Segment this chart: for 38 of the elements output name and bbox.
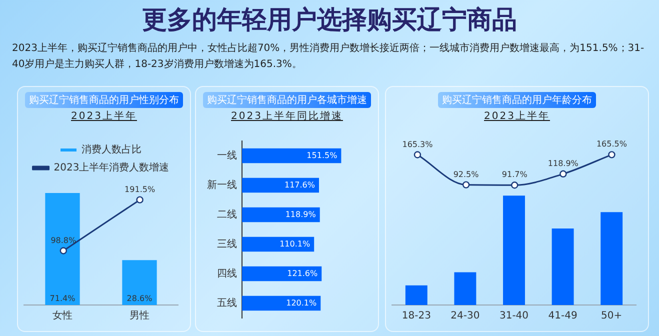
x-tick-label: 50+ xyxy=(601,310,622,322)
x-tick-label: 女性 xyxy=(52,310,72,322)
data-label: 98.8% xyxy=(50,236,76,245)
chart-subtitle: 2023上半年 xyxy=(70,110,138,123)
data-label: 165.3% xyxy=(402,140,434,149)
x-tick-label: 男性 xyxy=(130,310,150,322)
data-label: 191.5% xyxy=(124,184,156,194)
legend-label: 消费人数占比 xyxy=(82,144,142,156)
y-tick-label: 四线 xyxy=(217,267,237,280)
data-label: 117.6% xyxy=(284,180,316,190)
text: 更多的年轻用户选择购买辽宁商品 xyxy=(141,4,518,36)
data-label: 92.5% xyxy=(453,170,480,179)
data-label: 118.9% xyxy=(285,210,316,219)
data-label: 110.1% xyxy=(280,239,310,248)
y-tick-label: 三线 xyxy=(217,238,237,250)
chart-title: 购买辽宁销售商品的用户年龄分布 xyxy=(438,92,596,108)
x-tick-label: 18-23 xyxy=(402,310,431,322)
data-label: 120.1% xyxy=(286,298,318,308)
x-tick-label: 41-49 xyxy=(548,310,578,322)
data-label: 165.5% xyxy=(596,140,628,149)
y-tick-label: 一线 xyxy=(217,149,237,162)
chart-subtitle: 2023上半年 xyxy=(483,110,551,123)
data-label: 151.5% xyxy=(306,150,338,160)
data-label: 118.9% xyxy=(548,158,579,168)
data-label: 121.6% xyxy=(287,268,318,278)
y-tick-label: 二线 xyxy=(217,208,237,220)
text: 2023上半年，购买辽宁销售商品的用户中，女性占比超70%，男性消费用户数增长接近两倍；一线城市消费用户数增速最高，为151.5%；31-40岁用户是主力购买人群，18-23岁消费用户数增速为165.3%。 xyxy=(12,42,646,72)
y-tick-label: 新一线 xyxy=(207,178,237,191)
legend-label: 2023上半年消费人数增速 xyxy=(54,162,170,174)
y-tick-label: 五线 xyxy=(217,296,237,309)
x-tick-label: 24-30 xyxy=(450,310,480,322)
data-label: 91.7% xyxy=(502,170,528,180)
chart-title: 购买辽宁销售商品的用户各城市增速 xyxy=(203,92,371,108)
chart-title: 购买辽宁销售商品的用户性别分布 xyxy=(25,92,183,108)
x-tick-label: 31-40 xyxy=(499,310,529,322)
chart-subtitle: 2023上半年同比增速 xyxy=(230,110,344,123)
data-label: 71.4% xyxy=(50,294,76,304)
data-label: 28.6% xyxy=(126,294,153,304)
